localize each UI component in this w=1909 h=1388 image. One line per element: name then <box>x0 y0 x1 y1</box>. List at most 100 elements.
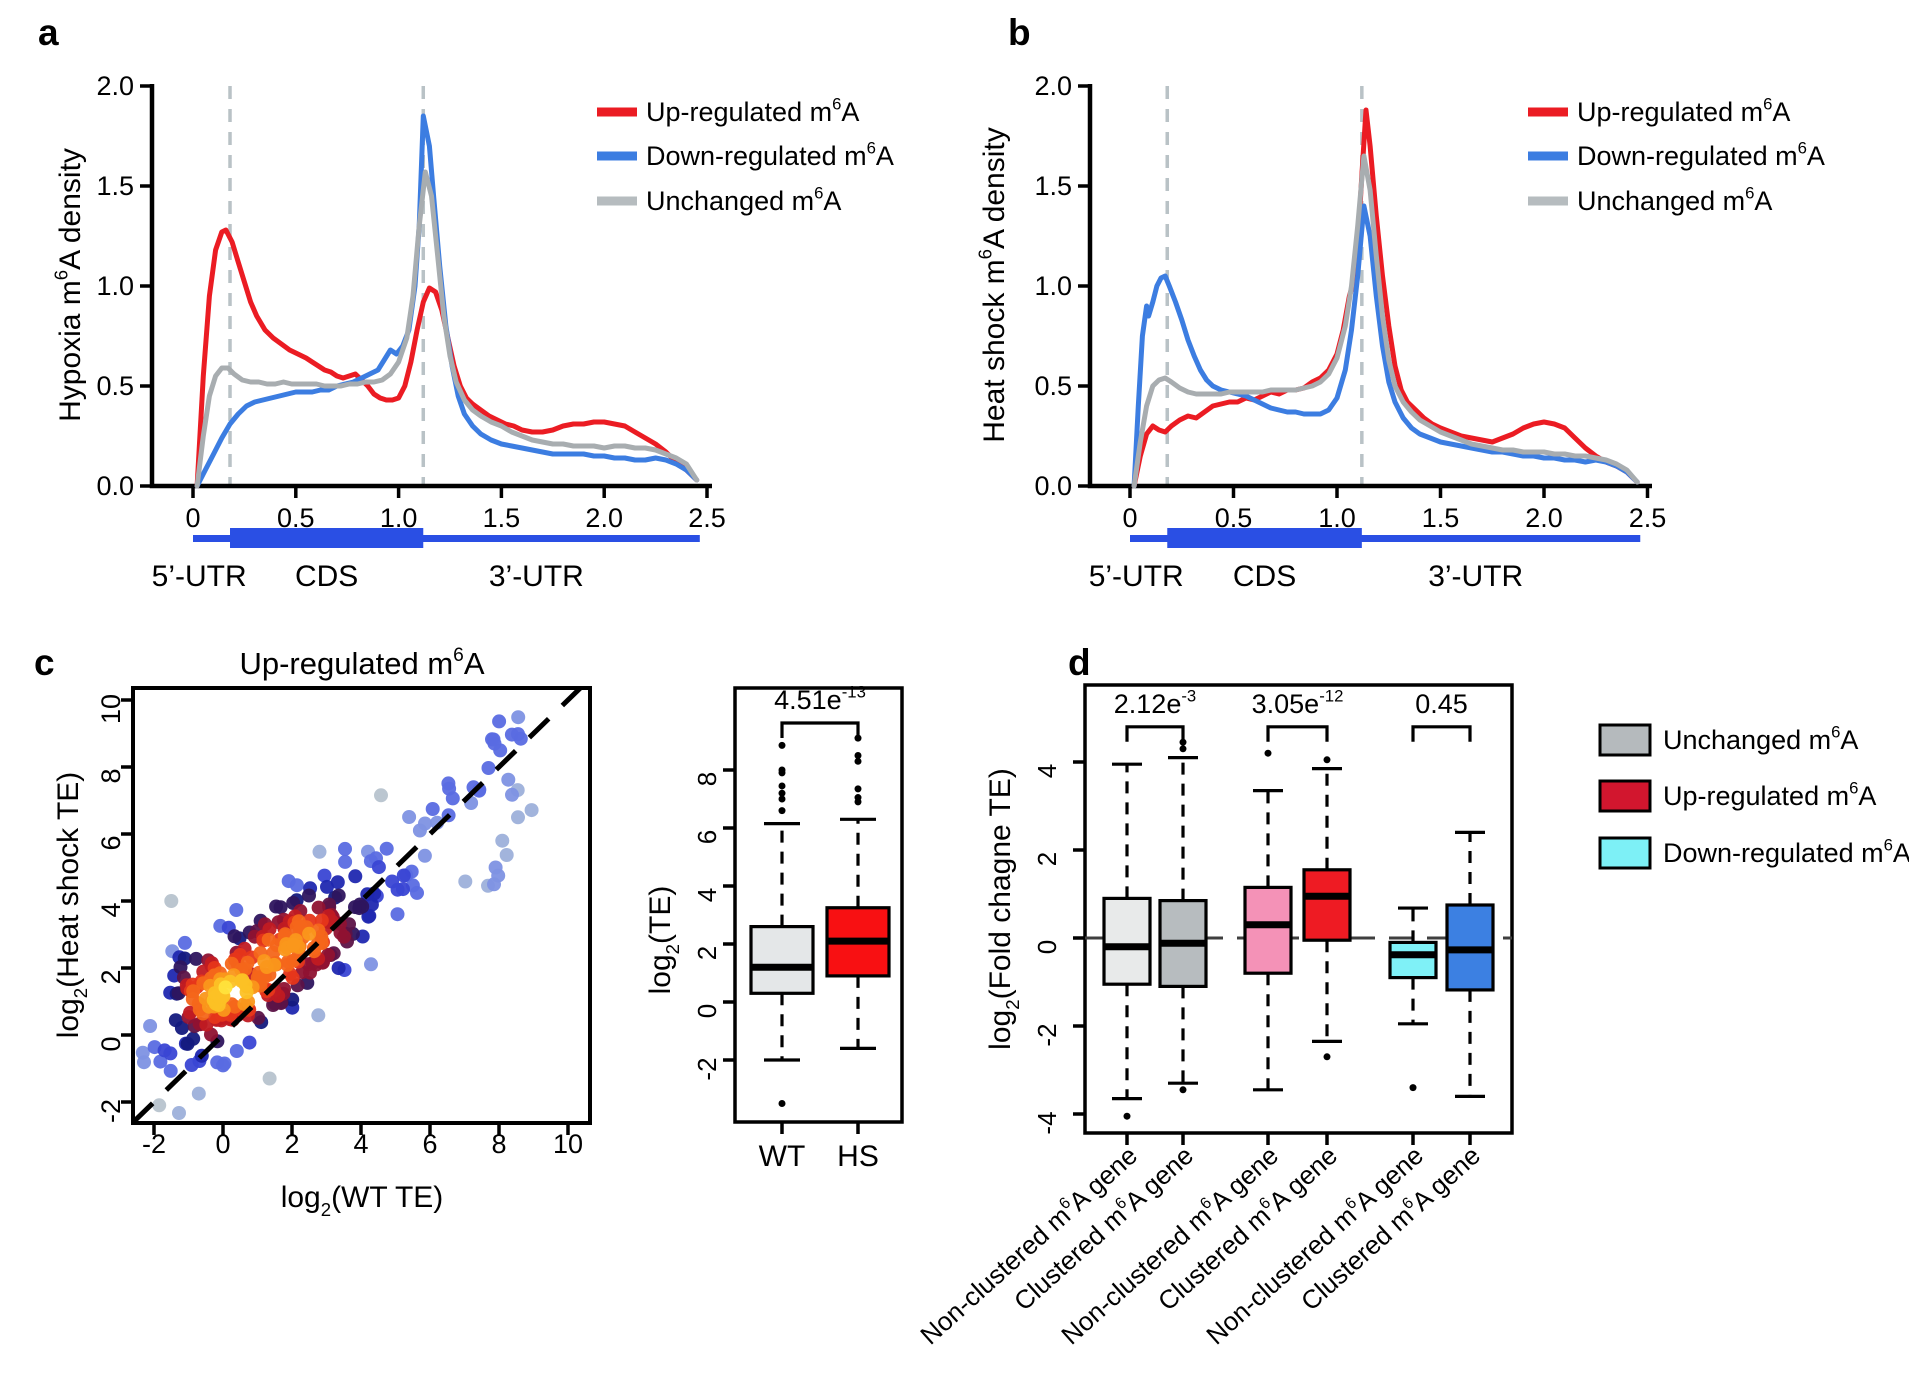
outlier-point <box>1179 738 1187 746</box>
scatter-point <box>302 888 316 903</box>
significance-bracket <box>1266 725 1329 742</box>
scatter-point <box>374 788 388 803</box>
scatter-point <box>379 841 394 856</box>
legend-label: Up-regulated m6A <box>646 95 859 127</box>
x-tick-label: 8 <box>491 1129 506 1159</box>
scatter-point <box>311 1008 326 1023</box>
gene-cds-box <box>230 528 424 548</box>
y-tick-label: 4 <box>692 888 722 902</box>
scatter-point <box>289 878 304 893</box>
scatter-point <box>361 909 376 924</box>
scatter-point <box>364 957 378 972</box>
scatter-point <box>168 1013 183 1028</box>
scatter-point <box>320 879 334 894</box>
x-tick-label: 2 <box>284 1129 299 1159</box>
gene-label: CDS <box>1233 560 1296 593</box>
panel-letter-c: c <box>34 642 55 683</box>
scatter-point <box>511 710 526 725</box>
y-tick-label: 1.5 <box>96 171 134 201</box>
scatter-point <box>218 980 233 995</box>
p-value-label: 0.45 <box>1415 689 1468 719</box>
x-tick-label: 2.0 <box>1525 503 1563 533</box>
y-tick-label: 1.0 <box>1034 271 1072 301</box>
scatter-point <box>331 961 346 976</box>
y-tick-label: -2 <box>1032 1023 1062 1046</box>
scatter-point <box>396 882 410 897</box>
y-tick-label: 0 <box>1032 940 1062 954</box>
scatter-point <box>524 803 539 818</box>
scatter-point <box>227 929 242 944</box>
y-tick-label: 4 <box>96 902 126 917</box>
scatter-point <box>338 854 353 869</box>
scatter-point <box>501 772 516 787</box>
scatter-point <box>229 903 244 917</box>
y-tick-label: 0.0 <box>1034 471 1072 501</box>
legend-label: Unchanged m6A <box>1577 184 1772 216</box>
legend-label: Up-regulated m6A <box>1663 779 1876 811</box>
scatter-point <box>242 1035 257 1050</box>
x-tick-label: 1.5 <box>483 503 521 533</box>
legend-swatch <box>1598 723 1652 757</box>
scatter-point <box>152 1098 167 1113</box>
legend-label: Up-regulated m6A <box>1577 95 1790 127</box>
scatter-point <box>273 900 288 915</box>
y-axis-label: Heat shock m6A density <box>974 127 1011 443</box>
scatter-point <box>511 727 525 742</box>
y-axis-label: log2(Heat shock TE) <box>52 772 91 1039</box>
scatter-point <box>229 1044 244 1058</box>
scatter-point <box>286 937 301 952</box>
gene-label: 5’-UTR <box>1089 560 1184 593</box>
x-tick-label: 0 <box>1122 503 1137 533</box>
outlier-point <box>1123 1112 1131 1120</box>
gene-label: 3’-UTR <box>1428 560 1523 593</box>
scatter-point <box>390 907 405 922</box>
panel-c-scatter: -2 0 2 4 6 8 10 -2 0 2 4 6 8 10 Up-regulated m6A log2(W… <box>52 645 592 1220</box>
p-value-label: 2.12e-3 <box>1114 686 1196 718</box>
y-tick-label: 0.5 <box>1034 371 1072 401</box>
x-tick-label: 1.5 <box>1422 503 1460 533</box>
outlier-point <box>854 798 862 806</box>
scatter-point <box>402 810 417 824</box>
legend-label: Unchanged m6A <box>1663 723 1858 755</box>
y-tick-label: 1.0 <box>96 271 134 301</box>
y-tick-label: 6 <box>692 830 722 844</box>
x-category-label: WT <box>759 1140 806 1173</box>
y-tick-label: 2 <box>692 946 722 960</box>
panel-letter-d: d <box>1068 642 1091 683</box>
x-tick-label: 10 <box>553 1129 583 1159</box>
x-tick-label: 2.0 <box>585 503 623 533</box>
scatter-point <box>317 868 332 883</box>
y-tick-label: 6 <box>96 835 126 850</box>
outlier-point <box>1179 745 1187 753</box>
scatter-point <box>495 833 510 848</box>
legend-label: Down-regulated m6A <box>646 139 894 171</box>
legend-label: Unchanged m6A <box>646 184 841 216</box>
outlier-point <box>854 734 862 742</box>
panel-letter-a: a <box>38 12 59 53</box>
scatter-point <box>371 860 386 875</box>
panel-letter-b: b <box>1008 12 1031 53</box>
outlier-point <box>778 789 786 797</box>
y-tick-label: 2.0 <box>96 71 134 101</box>
scatter-point <box>135 1045 150 1060</box>
scatter-point <box>492 714 507 729</box>
scatter-point <box>302 926 317 941</box>
scatter-point <box>210 1055 225 1070</box>
legend-label: Down-regulated m6A <box>1663 836 1909 868</box>
scatter-point <box>262 1071 277 1086</box>
series-up-regulated <box>194 227 700 489</box>
p-value-label: 3.05e-12 <box>1252 686 1344 718</box>
plot-frame <box>1083 683 1514 1135</box>
scatter-point <box>505 787 519 802</box>
box-Non-clustered m^{6}A gene <box>1388 940 1438 980</box>
significance-bracket <box>1411 725 1472 742</box>
scatter-point <box>189 951 204 966</box>
significance-bracket <box>780 721 860 739</box>
y-axis-label: log2(Fold chagne TE) <box>984 768 1023 1050</box>
y-tick-label: -2 <box>692 1057 722 1080</box>
scatter-point <box>385 874 400 889</box>
series-unchanged <box>1131 153 1640 489</box>
